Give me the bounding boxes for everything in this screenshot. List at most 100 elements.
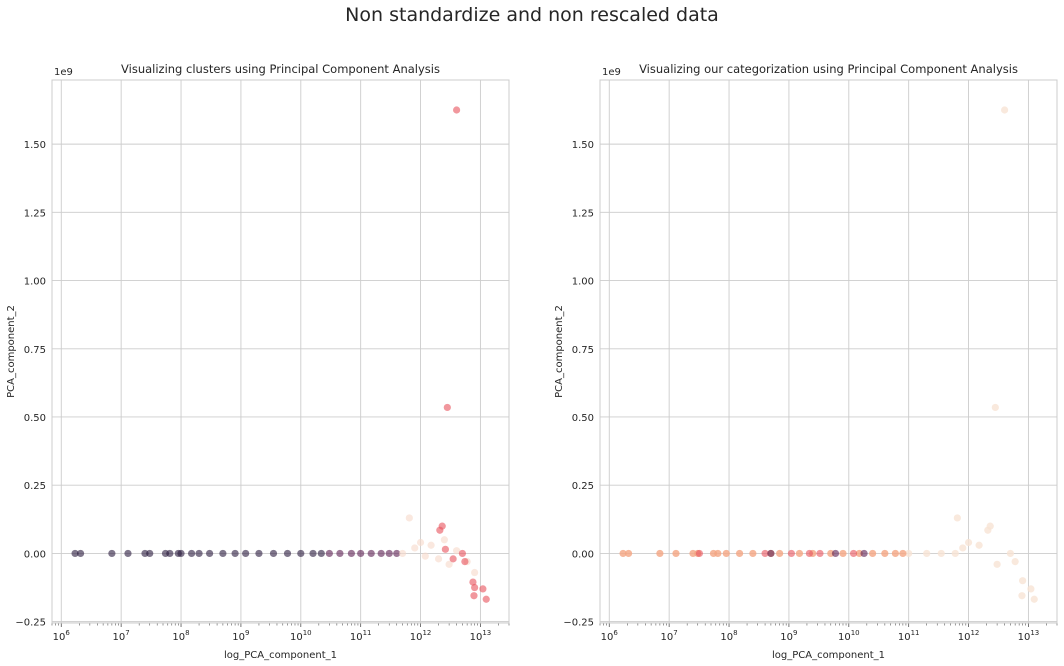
scatter-point xyxy=(1018,592,1026,600)
scatter-point xyxy=(953,514,961,522)
scatter-point xyxy=(421,552,429,560)
x-tick-label: 108 xyxy=(720,629,737,643)
scatter-point xyxy=(146,549,154,558)
scatter-point xyxy=(219,549,227,558)
scatter-point xyxy=(187,549,196,558)
scatter-point xyxy=(1011,558,1019,566)
scatter-point xyxy=(357,549,365,558)
scatter-point xyxy=(471,568,479,577)
scatter-point xyxy=(761,549,769,558)
scatter-point xyxy=(776,549,784,558)
scatter-point xyxy=(1006,549,1015,558)
scatter-point xyxy=(255,549,263,558)
scatter-point xyxy=(440,536,448,544)
scatter-point xyxy=(482,595,490,603)
y-tick-label: −0.25 xyxy=(563,618,594,629)
y-tick-label: 0.00 xyxy=(572,549,594,560)
x-axis-label: log_PCA_component_1 xyxy=(772,650,885,661)
scatter-point xyxy=(959,544,967,552)
scatter-point xyxy=(787,549,795,558)
scatter-point xyxy=(231,549,239,558)
scatter-point xyxy=(905,549,913,558)
y-tick-label: 0.25 xyxy=(572,481,594,492)
scatter-point xyxy=(405,514,413,522)
x-tick-label: 1011 xyxy=(898,629,920,643)
scatter-point xyxy=(1030,595,1038,603)
scatter-point xyxy=(124,549,132,558)
y-tick-label: 1.25 xyxy=(24,208,46,219)
scatter-point xyxy=(869,549,877,558)
x-tick-label: 109 xyxy=(780,629,797,643)
scatter-point xyxy=(470,592,478,600)
chart-title: Visualizing clusters using Principal Com… xyxy=(121,62,440,76)
scatter-point xyxy=(445,560,453,568)
scatter-point xyxy=(283,549,292,558)
x-tick-label: 1012 xyxy=(410,629,432,643)
scatter-point xyxy=(795,549,804,558)
scatter-point xyxy=(195,549,203,558)
scatter-point xyxy=(993,560,1001,568)
scatter-point xyxy=(923,549,931,558)
y-tick-label: 0.25 xyxy=(24,481,46,492)
scatter-point xyxy=(816,549,824,558)
scatter-point xyxy=(453,547,461,555)
scatter-point xyxy=(860,549,868,558)
x-tick-label: 1010 xyxy=(838,629,860,643)
scatter-point xyxy=(881,549,889,558)
scatter-point xyxy=(951,549,959,558)
scatter-point xyxy=(367,549,375,558)
y-tick-label: 0.50 xyxy=(572,413,594,424)
y-tick-label: 1.50 xyxy=(572,140,594,151)
scatter-point xyxy=(416,538,425,547)
chart-title: Visualizing our categorization using Pri… xyxy=(639,62,1018,76)
scatter-point xyxy=(991,403,999,412)
x-tick-label: 107 xyxy=(661,629,678,643)
scatter-point xyxy=(317,549,325,558)
y-axis-label: PCA_component_2 xyxy=(6,305,17,398)
scatter-point xyxy=(975,541,983,549)
plot-area xyxy=(600,80,1057,623)
plot-area xyxy=(52,80,509,623)
scatter-point xyxy=(385,549,393,558)
scatter-point xyxy=(347,549,355,558)
scatter-point xyxy=(831,549,840,558)
x-tick-label: 1010 xyxy=(290,629,312,643)
scatter-point xyxy=(325,549,333,558)
scatter-point xyxy=(206,549,214,558)
y-tick-label: 0.75 xyxy=(572,345,594,356)
scatter-point xyxy=(441,545,449,553)
scatter-point xyxy=(76,549,85,558)
scatter-point xyxy=(839,549,847,558)
x-tick-label: 109 xyxy=(232,629,249,643)
scatter-point xyxy=(71,549,79,558)
y-axis-label: PCA_component_2 xyxy=(554,305,565,398)
scatter-point xyxy=(714,549,722,558)
scatter-point xyxy=(434,555,443,563)
scatter-point xyxy=(986,522,994,530)
chart-panel-1: −0.25 0.00 0.25 0.50 0.75 1.00 1.25 1.50 106 107 1… xyxy=(6,62,510,661)
y-tick-label: 1.50 xyxy=(24,140,46,151)
scatter-point xyxy=(443,403,451,412)
scatter-point xyxy=(899,549,907,558)
x-tick-label: 106 xyxy=(53,629,71,643)
scatter-point xyxy=(937,549,945,558)
scatter-point xyxy=(672,549,680,558)
y-tick-label: 1.00 xyxy=(572,277,594,288)
scatter-point xyxy=(619,549,627,558)
x-tick-label: 1013 xyxy=(470,629,492,643)
x-axis-label: log_PCA_component_1 xyxy=(224,650,337,661)
x-tick-label: 108 xyxy=(172,629,189,643)
scatter-point xyxy=(695,549,704,558)
scatter-point xyxy=(891,549,899,558)
scatter-point xyxy=(177,549,185,558)
scatter-point xyxy=(656,549,664,558)
y-tick-label: 1.25 xyxy=(572,208,594,219)
y-tick-label: −0.25 xyxy=(15,618,46,629)
y-tick-label: 0.75 xyxy=(24,345,46,356)
scatter-point xyxy=(1027,585,1035,593)
scatter-point xyxy=(438,522,446,530)
scatter-point xyxy=(722,549,730,558)
scatter-point xyxy=(453,106,461,114)
scatter-point xyxy=(336,549,344,558)
